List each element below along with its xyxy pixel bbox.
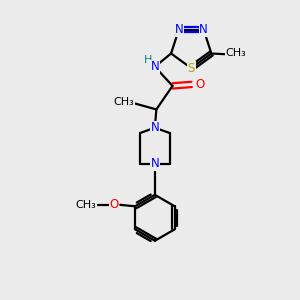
Text: S: S <box>188 61 195 75</box>
Text: CH₃: CH₃ <box>225 48 246 58</box>
Text: O: O <box>195 78 205 91</box>
Text: CH₃: CH₃ <box>114 97 134 107</box>
Text: CH₃: CH₃ <box>75 200 96 210</box>
Text: N: N <box>151 60 159 73</box>
Text: N: N <box>199 23 208 36</box>
Text: O: O <box>109 198 119 211</box>
Text: H: H <box>144 55 153 65</box>
Text: N: N <box>174 23 183 36</box>
Text: N: N <box>151 158 159 170</box>
Text: N: N <box>151 121 159 134</box>
